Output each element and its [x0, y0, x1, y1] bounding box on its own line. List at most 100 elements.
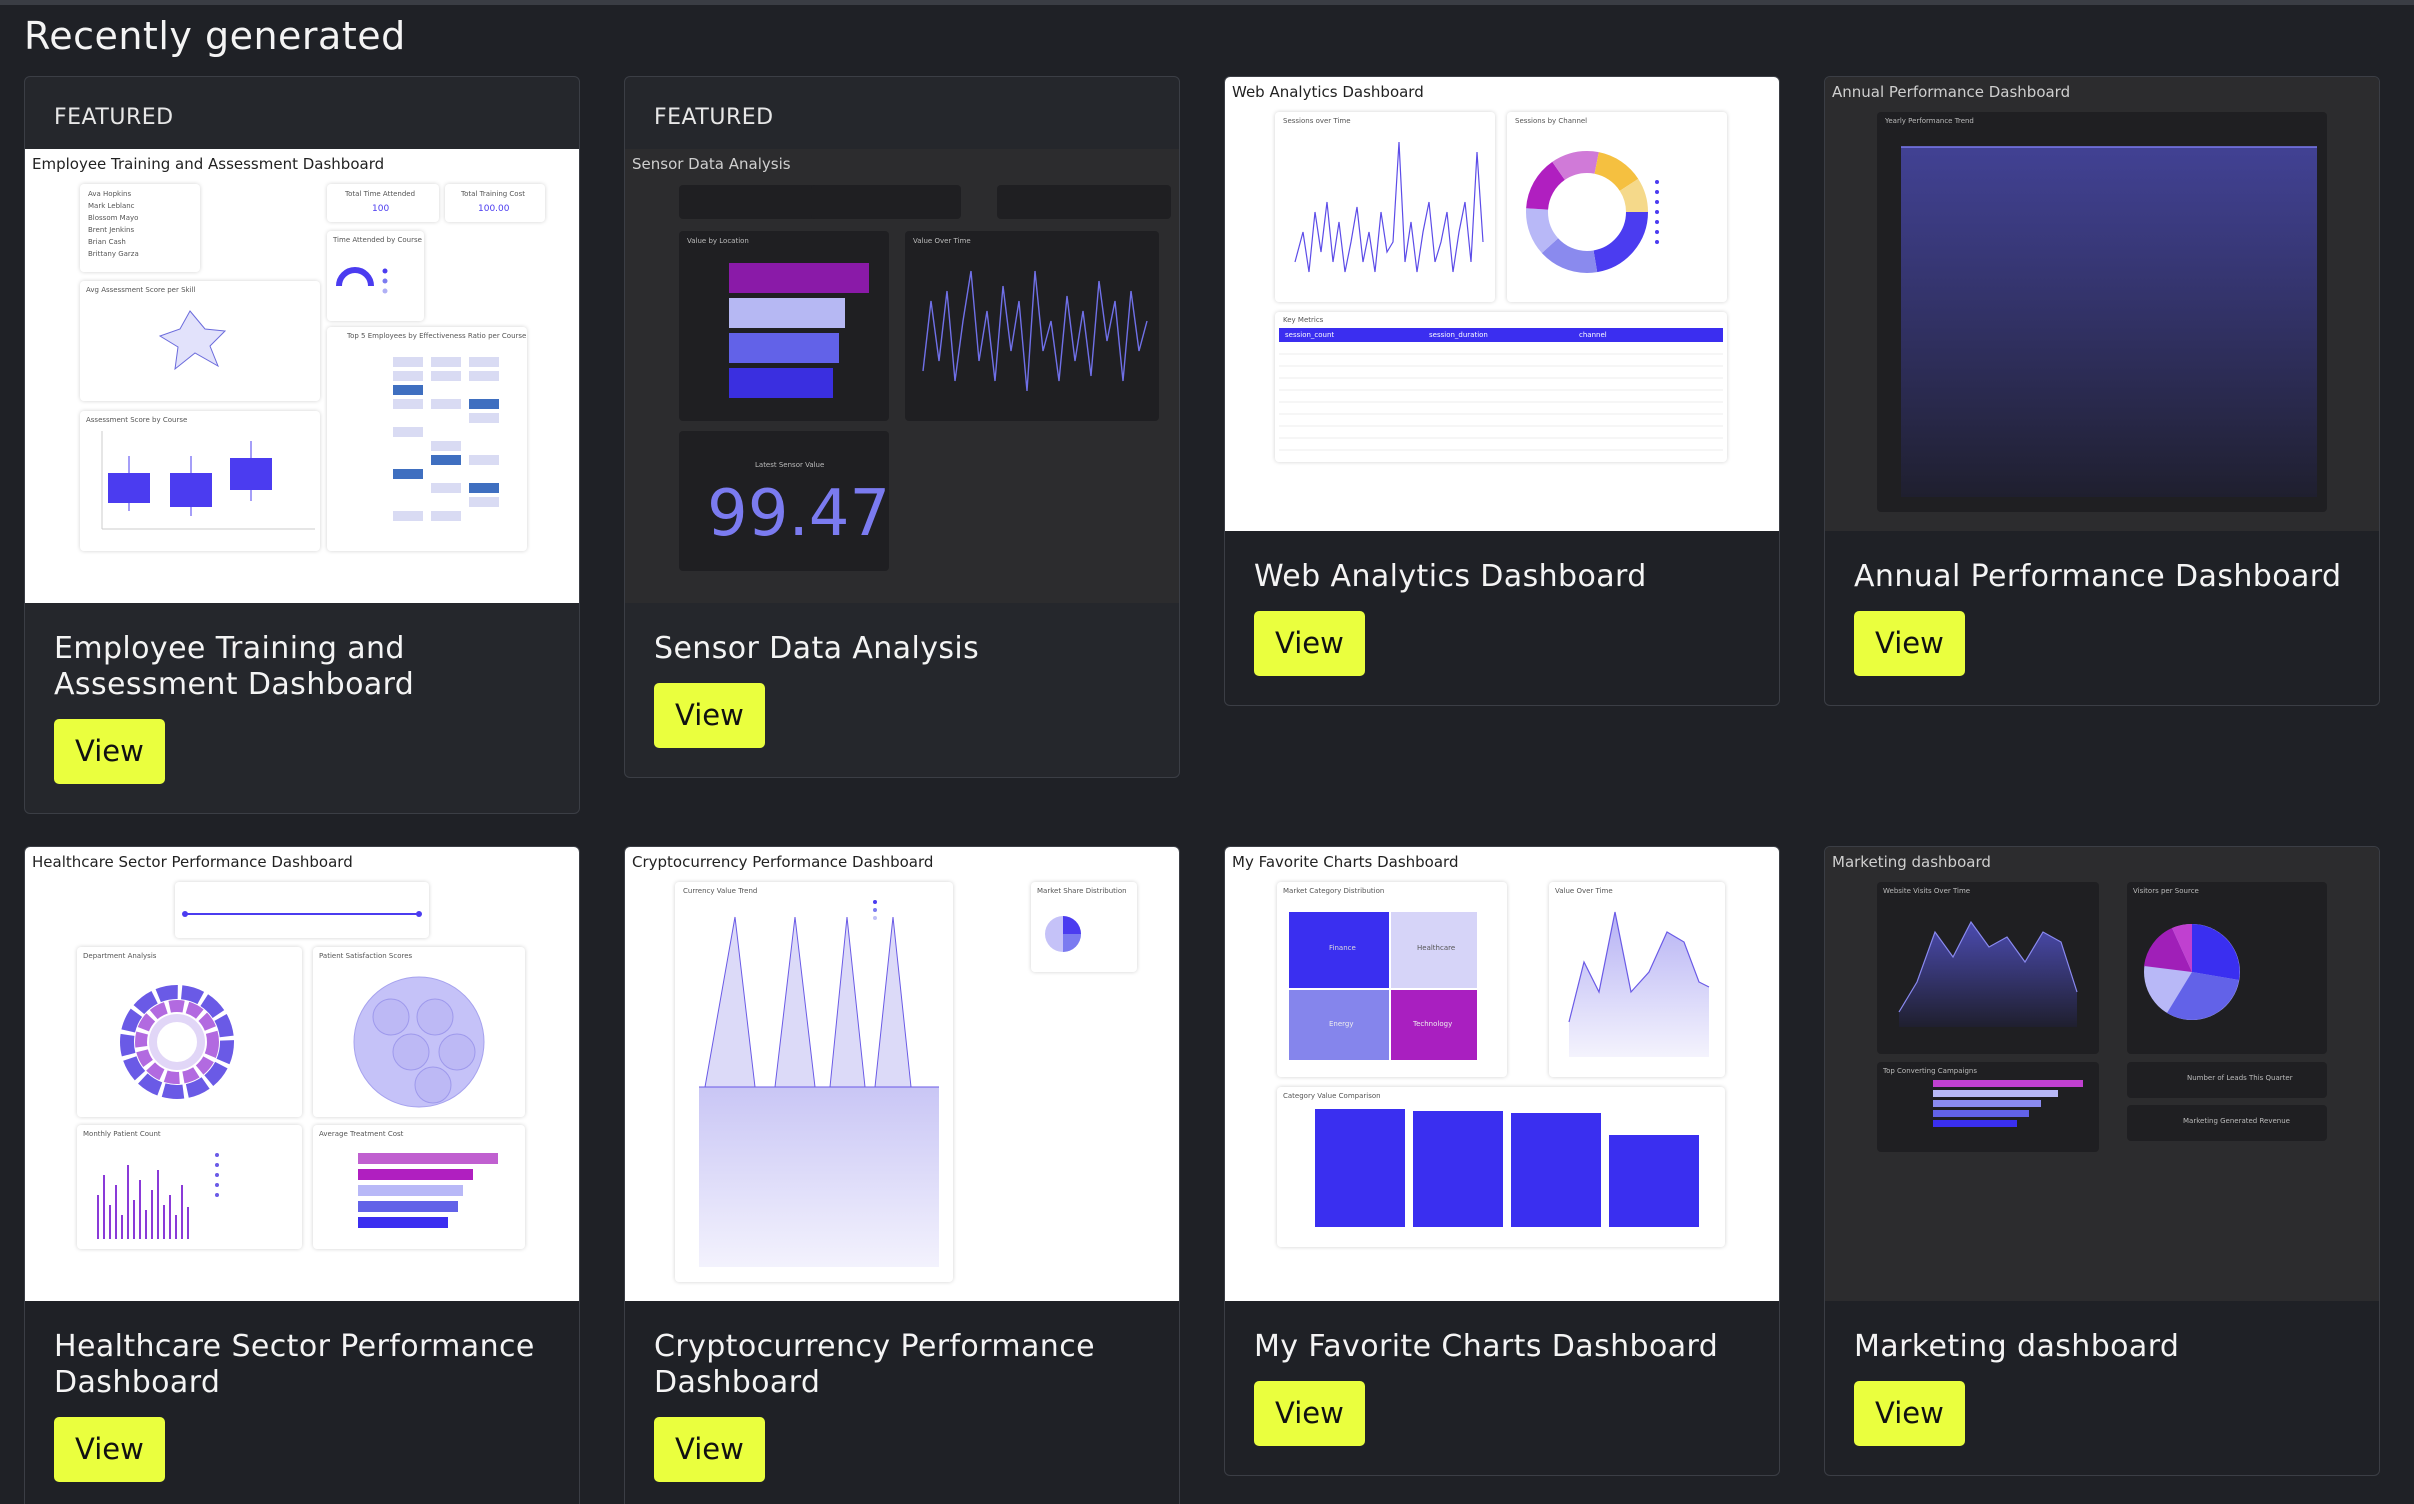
- column-header: session_count: [1285, 331, 1335, 339]
- line-chart: [1294, 141, 1484, 273]
- dashboard-thumbnail[interactable]: Cryptocurrency Performance Dashboard Cur…: [625, 847, 1179, 1301]
- view-button[interactable]: View: [654, 1417, 765, 1482]
- treemap-tile: Technology: [1391, 990, 1477, 1060]
- tile-label: Healthcare: [1417, 944, 1456, 952]
- bar-chart: [1933, 1080, 2083, 1127]
- latest-sensor-panel: Latest Sensor Value 99.47: [679, 431, 891, 571]
- thumbnail-title: Sensor Data Analysis: [632, 155, 791, 173]
- dashboard-thumbnail[interactable]: Employee Training and Assessment Dashboa…: [25, 149, 579, 603]
- market-share-panel: Market Share Distribution: [1031, 882, 1137, 972]
- date-range-panel: [175, 882, 429, 938]
- card-body: Sensor Data Analysis View: [625, 603, 1179, 777]
- dashboard-card: Healthcare Sector Performance Dashboard …: [24, 846, 580, 1504]
- panel-title: Value Over Time: [1555, 887, 1613, 895]
- panel-title: Average Treatment Cost: [319, 1130, 404, 1138]
- thumbnail-title: Web Analytics Dashboard: [1232, 83, 1424, 101]
- panel-title: Visitors per Source: [2133, 887, 2199, 895]
- panel-title: Category Value Comparison: [1283, 1092, 1381, 1100]
- filter-panel: Ava Hopkins Mark Leblanc Blossom Mayo Br…: [80, 184, 200, 272]
- page-heading: Recently generated: [24, 14, 406, 58]
- name-item: Brent Jenkins: [88, 226, 135, 234]
- heatmap-chart: [393, 357, 499, 521]
- revenue-panel: Marketing Generated Revenue: [2127, 1105, 2327, 1141]
- pie-chart: [2144, 923, 2240, 1020]
- panel-title: Patient Satisfaction Scores: [319, 952, 413, 960]
- card-title: My Favorite Charts Dashboard: [1254, 1329, 1719, 1364]
- dashboard-card: Marketing dashboard Website Visits Over …: [1824, 846, 2380, 1476]
- bar-chart: [1315, 1109, 1699, 1227]
- view-button[interactable]: View: [1854, 1381, 1965, 1446]
- thumbnail-title: Annual Performance Dashboard: [1832, 83, 2071, 101]
- panel-title: Number of Leads This Quarter: [2187, 1074, 2293, 1082]
- department-panel: Department Analysis: [77, 947, 302, 1117]
- value-by-location-panel: Value by Location: [679, 231, 889, 421]
- panel-title: Value by Location: [687, 237, 749, 245]
- view-button[interactable]: View: [1854, 611, 1965, 676]
- gauge-chart: [336, 267, 388, 294]
- dashboard-thumbnail[interactable]: Sensor Data Analysis Value by Location V…: [625, 149, 1179, 603]
- card-body: My Favorite Charts Dashboard View: [1225, 1301, 1779, 1475]
- website-visits-panel: Website Visits Over Time: [1877, 882, 2099, 1054]
- card-body: Marketing dashboard View: [1825, 1301, 2379, 1475]
- panel-title: Marketing Generated Revenue: [2183, 1117, 2290, 1125]
- column-header: channel: [1579, 331, 1607, 339]
- card-title: Employee Training and Assessment Dashboa…: [54, 631, 415, 702]
- bar-chart: [97, 1153, 219, 1239]
- card-title: Marketing dashboard: [1854, 1329, 2180, 1364]
- skill-radar-panel: Avg Assessment Score per Skill: [80, 281, 320, 401]
- area-chart: [1898, 920, 2078, 1027]
- panel-title: Website Visits Over Time: [1883, 887, 1971, 895]
- satisfaction-panel: Patient Satisfaction Scores: [313, 947, 525, 1117]
- dashboard-thumbnail[interactable]: Annual Performance Dashboard Yearly Perf…: [1825, 77, 2379, 531]
- dashboard-card: Web Analytics Dashboard Sessions over Ti…: [1224, 76, 1780, 706]
- table-rows: [1279, 353, 1723, 451]
- tile-label: Finance: [1329, 944, 1356, 952]
- card-title: Healthcare Sector Performance Dashboard: [54, 1329, 535, 1400]
- kpi-label: Total Time Attended: [345, 190, 416, 198]
- panel-title: Monthly Patient Count: [83, 1130, 161, 1138]
- card-body: Annual Performance Dashboard View: [1825, 531, 2379, 705]
- panel-title: Department Analysis: [83, 952, 157, 960]
- panel-title: Top 5 Employees by Effectiveness Ratio p…: [347, 332, 527, 340]
- dashboard-card: Cryptocurrency Performance Dashboard Cur…: [624, 846, 1180, 1504]
- dashboard-card: My Favorite Charts Dashboard Market Cate…: [1224, 846, 1780, 1476]
- view-button[interactable]: View: [54, 719, 165, 784]
- range-slider-panel: [997, 185, 1171, 219]
- view-button[interactable]: View: [654, 683, 765, 748]
- view-button[interactable]: View: [1254, 1381, 1365, 1446]
- sessions-by-channel-panel: Sessions by Channel: [1507, 112, 1727, 302]
- line-chart: [922, 270, 1148, 392]
- latest-sensor-value: 99.47: [707, 477, 891, 551]
- monthly-patient-panel: Monthly Patient Count: [77, 1125, 302, 1249]
- panel-title: Market Category Distribution: [1283, 887, 1385, 895]
- dashboard-thumbnail[interactable]: Web Analytics Dashboard Sessions over Ti…: [1225, 77, 1779, 531]
- card-body: Healthcare Sector Performance Dashboard …: [25, 1301, 579, 1504]
- panel-title: Latest Sensor Value: [755, 461, 825, 469]
- dashboard-thumbnail[interactable]: Marketing dashboard Website Visits Over …: [1825, 847, 2379, 1301]
- dashboard-thumbnail[interactable]: Healthcare Sector Performance Dashboard …: [25, 847, 579, 1301]
- card-title: Annual Performance Dashboard: [1854, 559, 2342, 594]
- area-chart: [1568, 911, 1710, 1057]
- thumbnail-title: Cryptocurrency Performance Dashboard: [632, 853, 934, 871]
- card-body: Web Analytics Dashboard View: [1225, 531, 1779, 705]
- treemap-tile: Energy: [1289, 990, 1389, 1060]
- card-title: Cryptocurrency Performance Dashboard: [654, 1329, 1095, 1400]
- view-button[interactable]: View: [54, 1417, 165, 1482]
- panel-title: Currency Value Trend: [683, 887, 758, 895]
- column-header: session_duration: [1429, 331, 1488, 339]
- kpi-cost: Total Training Cost 100.00: [445, 184, 545, 222]
- view-button[interactable]: View: [1254, 611, 1365, 676]
- panel-title: Market Share Distribution: [1037, 887, 1127, 895]
- dashboard-thumbnail[interactable]: My Favorite Charts Dashboard Market Cate…: [1225, 847, 1779, 1301]
- visitors-per-source-panel: Visitors per Source: [2127, 882, 2327, 1054]
- treatment-cost-panel: Average Treatment Cost: [313, 1125, 525, 1249]
- featured-badge: FEATURED: [654, 105, 774, 130]
- dashboard-card: Annual Performance Dashboard Yearly Perf…: [1824, 76, 2380, 706]
- range-slider: [182, 911, 422, 917]
- category-value-panel: Category Value Comparison: [1277, 1087, 1725, 1247]
- bubble-chart: [353, 976, 485, 1108]
- panel-title: Assessment Score by Course: [86, 416, 188, 424]
- panel-title: Key Metrics: [1283, 316, 1324, 324]
- card-body: Employee Training and Assessment Dashboa…: [25, 603, 579, 813]
- top-border: [0, 0, 2414, 5]
